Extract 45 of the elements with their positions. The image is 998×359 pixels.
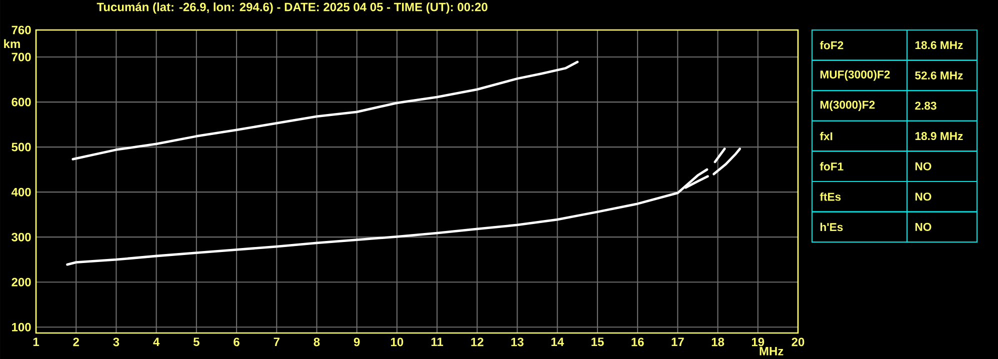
- x-tick-label: 15: [592, 338, 604, 346]
- x-tick-label: 13: [511, 338, 524, 346]
- x-tick-label: 11: [431, 338, 444, 346]
- text: NO: [915, 192, 932, 201]
- category-label: ftEs: [820, 192, 841, 201]
- x-tick-label: 10: [391, 338, 404, 346]
- x-tick-label: 20: [792, 338, 804, 346]
- x-tick-label: 19: [752, 338, 764, 346]
- x-tick-label: 6: [234, 338, 240, 346]
- x-tick-label: 9: [354, 338, 360, 346]
- y-tick-label: 100: [12, 322, 31, 332]
- x-tick-label: 1: [33, 338, 40, 346]
- text: 18.9 MHz: [915, 132, 963, 140]
- text: NO: [915, 222, 932, 231]
- x-axis-title: MHz: [760, 347, 784, 356]
- category-label: fxI: [820, 132, 832, 140]
- category-label: foF1: [820, 162, 844, 170]
- y-tick-label: 400: [11, 188, 31, 196]
- x-tick-label: 3: [113, 338, 120, 346]
- y-axis-title: km: [4, 39, 20, 48]
- text: 52.6 MHz: [915, 71, 963, 80]
- x-tick-label: 17: [672, 338, 684, 346]
- category-label: M(3000)F2: [820, 100, 875, 112]
- text: 2.83: [915, 102, 936, 110]
- y-tick-label: 700: [12, 52, 31, 62]
- category-label: h'Es: [820, 222, 843, 232]
- x-tick-label: 16: [632, 338, 644, 346]
- category-label: MUF(3000)F2: [820, 70, 890, 81]
- chart-title: Tucumán (lat: -26.9, lon: 294.6) - DATE: 2025 04 05 - TIME (UT): 00:20: [96, 2, 488, 14]
- y-tick-label: 200: [12, 278, 31, 286]
- y-tick-label: 600: [12, 98, 31, 106]
- y-tick-label: 300: [12, 232, 31, 242]
- text: 18.6 MHz: [915, 41, 963, 50]
- x-tick-label: 2: [73, 338, 79, 346]
- x-tick-label: 18: [712, 338, 724, 346]
- x-tick-label: 14: [551, 338, 564, 346]
- text: NO: [915, 162, 932, 170]
- x-tick-label: 5: [193, 338, 200, 346]
- y-tick-label: 500: [12, 142, 31, 152]
- x-tick-label: 8: [314, 338, 320, 346]
- x-tick-label: 12: [471, 338, 484, 346]
- y-tick-label: 760: [12, 26, 31, 34]
- category-label: foF2: [820, 40, 844, 50]
- x-tick-label: 4: [153, 338, 160, 346]
- x-tick-label: 7: [274, 338, 280, 346]
